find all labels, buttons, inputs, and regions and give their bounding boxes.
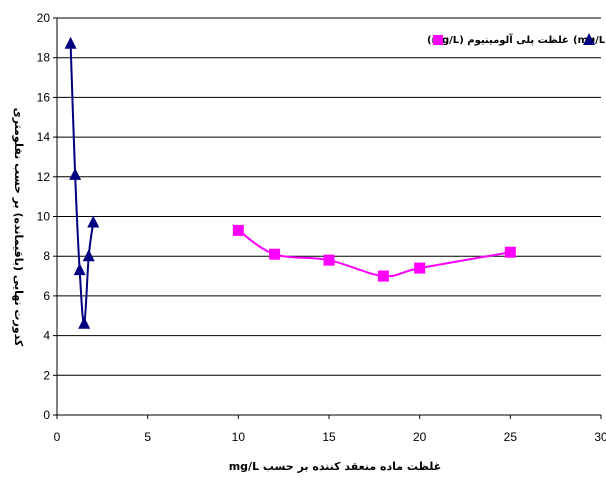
- series-1-point-1: [269, 248, 281, 260]
- axes: [53, 17, 602, 419]
- series-0-point-3: [78, 316, 91, 329]
- y-axis-title: کدورت نهایی (باقیمانده) بر حسب نفلومتری: [12, 108, 25, 347]
- series-1-point-2: [323, 254, 335, 266]
- legend-entry-polyaluminum-marker: [433, 35, 443, 45]
- series-1-point-4: [414, 262, 426, 274]
- x-tick-label-25: 25: [504, 430, 518, 444]
- legend: غلظت کیتوزان (mg/L) غلظت پلی آلومینیوم (…: [427, 33, 606, 46]
- tick-labels: 0 2 4 6 8 10 12 14 16 18 20 0 5 10 15 20 25 30: [37, 11, 606, 444]
- x-tick-label-30: 30: [594, 430, 606, 444]
- series-0-point-2: [73, 263, 86, 276]
- x-axis-title: غلظت ماده منعقد کننده بر حسب mg/L: [229, 460, 442, 473]
- y-tick-label-4: 4: [43, 329, 50, 343]
- series-0-point-0: [64, 36, 77, 49]
- x-tick-label-10: 10: [232, 430, 246, 444]
- x-tick-label-15: 15: [322, 430, 336, 444]
- series-0-point-1: [69, 167, 82, 180]
- y-tick-label-2: 2: [43, 368, 50, 382]
- y-tick-label-6: 6: [43, 289, 50, 303]
- data-series: [64, 36, 516, 329]
- gridlines: [57, 17, 601, 376]
- legend-entry-chitosan-marker: [583, 33, 595, 45]
- y-tick-label-12: 12: [37, 170, 51, 184]
- x-tick-label-20: 20: [413, 430, 427, 444]
- series-0-point-5: [87, 215, 100, 228]
- x-tick-label-5: 5: [144, 430, 151, 444]
- y-tick-label-16: 16: [37, 90, 51, 104]
- series-1-point-3: [377, 270, 389, 282]
- x-tick-label-0: 0: [54, 430, 61, 444]
- y-tick-label-14: 14: [37, 130, 51, 144]
- y-tick-label-0: 0: [43, 408, 50, 422]
- series-1-point-0: [232, 224, 244, 236]
- y-tick-label-18: 18: [37, 51, 51, 65]
- series-0-point-4: [82, 249, 95, 262]
- y-tick-label-20: 20: [37, 11, 51, 25]
- y-tick-label-8: 8: [43, 249, 50, 263]
- series-1-point-5: [504, 246, 516, 258]
- y-tick-label-10: 10: [37, 210, 51, 224]
- legend-entry-polyaluminum-label: غلظت پلی آلومینیوم (mg/L): [427, 33, 569, 46]
- series-0-line: [69, 43, 95, 325]
